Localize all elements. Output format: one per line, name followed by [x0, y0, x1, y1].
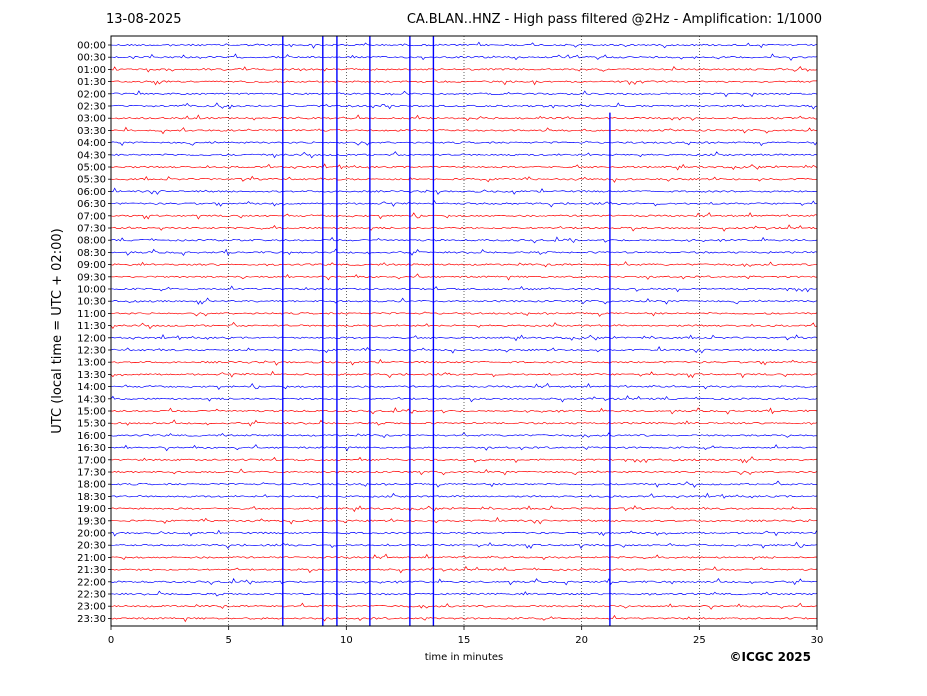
trace-0500 — [110, 163, 818, 171]
y-tick-label-29: 14:30 — [77, 394, 106, 405]
y-tick-label-7: 03:30 — [77, 126, 106, 137]
copyright-label: ©ICGC 2025 — [729, 650, 811, 664]
y-tick-label-32: 16:00 — [77, 431, 106, 442]
y-tick-label-12: 06:00 — [77, 187, 106, 198]
y-tick-label-10: 05:00 — [77, 163, 106, 174]
y-tick-label-13: 06:30 — [77, 199, 106, 210]
y-tick-label-21: 10:30 — [77, 297, 106, 308]
trace-1930 — [110, 516, 818, 525]
x-tick-labels: 0 5 10 15 20 25 30 — [108, 626, 824, 646]
y-tick-label-1: 00:30 — [77, 53, 106, 64]
y-tick-label-6: 03:00 — [77, 114, 106, 125]
chart-title: CA.BLAN..HNZ - High pass filtered @2Hz -… — [406, 12, 822, 27]
trace-1830 — [110, 492, 818, 499]
trace-1100 — [110, 311, 818, 317]
y-tick-label-47: 23:30 — [77, 614, 106, 625]
trace-1130 — [110, 321, 818, 330]
trace-1400 — [110, 382, 818, 391]
trace-0600 — [110, 187, 818, 195]
x-tick-label-6: 30 — [811, 635, 824, 646]
y-tick-label-25: 12:30 — [77, 346, 106, 357]
y-tick-label-38: 19:00 — [77, 504, 106, 515]
y-tick-label-19: 09:30 — [77, 272, 106, 283]
y-tick-label-20: 10:00 — [77, 285, 106, 296]
y-tick-label-39: 19:30 — [77, 516, 106, 527]
y-tick-label-37: 18:30 — [77, 492, 106, 503]
y-tick-label-0: 00:00 — [77, 41, 106, 52]
y-tick-label-28: 14:00 — [77, 382, 106, 393]
trace-0000 — [110, 41, 818, 49]
y-tick-label-8: 04:00 — [77, 138, 106, 149]
y-tick-label-33: 16:30 — [77, 443, 106, 454]
y-tick-label-17: 08:30 — [77, 248, 106, 259]
y-tick-label-16: 08:00 — [77, 236, 106, 247]
x-tick-label-3: 15 — [458, 635, 471, 646]
trace-1230 — [110, 346, 818, 354]
y-tick-label-42: 21:00 — [77, 553, 106, 564]
y-tick-label-31: 15:30 — [77, 419, 106, 430]
trace-2030 — [110, 541, 818, 550]
y-tick-label-40: 20:00 — [77, 529, 106, 540]
trace-1330 — [110, 370, 818, 379]
y-tick-label-34: 17:00 — [77, 455, 106, 466]
y-tick-label-2: 01:00 — [77, 65, 106, 76]
y-tick-label-26: 13:00 — [77, 358, 106, 369]
y-tick-label-4: 02:00 — [77, 89, 106, 100]
trace-0530 — [110, 175, 818, 183]
x-tick-label-0: 0 — [108, 635, 114, 646]
x-tick-label-5: 25 — [693, 635, 706, 646]
trace-2100 — [110, 553, 818, 561]
y-tick-label-27: 13:30 — [77, 370, 106, 381]
y-axis-label: UTC (local time = UTC + 02:00) — [50, 228, 65, 433]
y-tick-label-14: 07:00 — [77, 211, 106, 222]
y-tick-label-23: 11:30 — [77, 321, 106, 332]
y-tick-label-41: 20:30 — [77, 541, 106, 552]
y-tick-label-30: 15:00 — [77, 407, 106, 418]
y-tick-label-43: 21:30 — [77, 565, 106, 576]
y-tick-label-9: 04:30 — [77, 150, 106, 161]
trace-1300 — [110, 358, 818, 366]
y-tick-label-11: 05:30 — [77, 175, 106, 186]
grid-lines — [228, 36, 700, 626]
trace-2000 — [110, 529, 818, 537]
y-tick-label-3: 01:30 — [77, 77, 106, 88]
y-tick-label-44: 22:00 — [77, 577, 106, 588]
y-tick-label-5: 02:30 — [77, 102, 106, 113]
trace-1200 — [110, 334, 818, 342]
trace-2230 — [110, 590, 818, 597]
x-tick-label-2: 10 — [340, 635, 353, 646]
x-tick-label-4: 20 — [575, 635, 588, 646]
date-label: 13-08-2025 — [106, 12, 182, 27]
y-tick-label-22: 11:00 — [77, 309, 106, 320]
y-tick-label-35: 17:30 — [77, 468, 106, 479]
y-tick-label-18: 09:00 — [77, 260, 106, 271]
y-tick-label-15: 07:30 — [77, 224, 106, 235]
y-tick-label-24: 12:00 — [77, 333, 106, 344]
trace-1900 — [110, 505, 818, 513]
x-axis-label: time in minutes — [425, 652, 504, 663]
x-tick-label-1: 5 — [225, 635, 231, 646]
transient-group — [282, 36, 611, 626]
y-tick-label-45: 22:30 — [77, 590, 106, 601]
y-tick-label-36: 18:00 — [77, 480, 106, 491]
y-tick-label-46: 23:00 — [77, 602, 106, 613]
